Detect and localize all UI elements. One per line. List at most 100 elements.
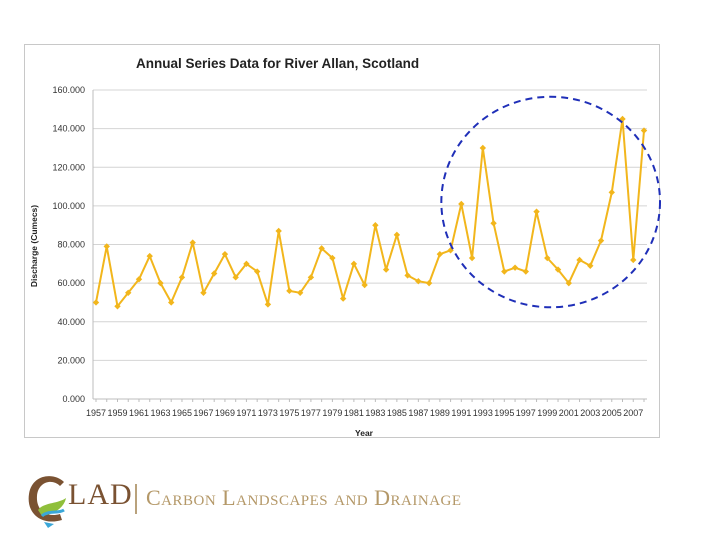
x-tick-label: 2003 <box>580 408 600 418</box>
y-tick-label: 160.000 <box>52 85 85 95</box>
x-tick-label: 1999 <box>537 408 557 418</box>
x-tick-label: 1997 <box>516 408 536 418</box>
data-point <box>210 270 218 277</box>
data-point <box>125 289 132 296</box>
clad-logo: LAD <box>24 470 134 530</box>
data-point <box>393 231 401 239</box>
x-tick-label: 1959 <box>107 408 127 418</box>
x-tick-label: 1957 <box>86 408 106 418</box>
x-axis-ticks: 1957 1959 1961 1963 1965 1967 1969 1971 1973 1975… <box>86 399 645 418</box>
data-point <box>382 266 390 273</box>
data-point <box>522 268 530 275</box>
highlight-ellipse <box>440 95 661 309</box>
data-point <box>511 264 519 271</box>
data-point <box>189 239 196 246</box>
x-tick-label: 1979 <box>322 408 342 418</box>
data-point <box>339 295 347 302</box>
y-tick-label: 100.000 <box>52 201 85 211</box>
logo-text: LAD <box>68 478 133 511</box>
footer-tagline: Carbon Landscapes and Drainage <box>146 485 462 510</box>
data-point <box>468 254 476 262</box>
data-point <box>275 227 282 235</box>
data-point <box>92 299 100 306</box>
clad-c-icon <box>28 476 66 528</box>
data-point <box>458 200 465 208</box>
x-tick-label: 1965 <box>172 408 192 418</box>
data-point <box>501 268 508 275</box>
data-point <box>296 289 304 296</box>
x-tick-label: 1971 <box>236 408 256 418</box>
data-point <box>103 243 110 250</box>
x-tick-label: 2001 <box>559 408 579 418</box>
y-tick-label: 60.000 <box>57 278 85 288</box>
x-tick-label: 1967 <box>193 408 213 418</box>
data-point <box>425 279 433 287</box>
data-point <box>178 274 186 281</box>
data-point <box>361 281 368 289</box>
y-tick-label: 120.000 <box>52 162 85 172</box>
data-point <box>221 250 229 258</box>
data-point <box>157 279 164 287</box>
y-tick-label: 0.000 <box>62 394 85 404</box>
data-point <box>146 252 153 260</box>
x-tick-label: 1987 <box>408 408 428 418</box>
y-tick-label: 40.000 <box>57 317 85 327</box>
data-point <box>200 289 207 296</box>
y-tick-label: 140.000 <box>52 124 85 134</box>
x-tick-label: 1991 <box>451 408 471 418</box>
data-point <box>307 274 315 281</box>
footer-branding: LAD Carbon Landscapes and Drainage <box>24 470 644 530</box>
x-tick-label: 1981 <box>344 408 364 418</box>
y-axis-label: Discharge (Cumecs) <box>29 205 39 287</box>
data-point <box>608 189 615 196</box>
chart-title: Annual Series Data for River Allan, Scot… <box>136 56 419 71</box>
data-point <box>253 268 261 275</box>
highlight-layer <box>440 95 661 309</box>
discharge-line-chart: Annual Series Data for River Allan, Scot… <box>29 56 661 438</box>
x-tick-label: 2007 <box>623 408 643 418</box>
x-tick-label: 1975 <box>279 408 299 418</box>
data-point <box>597 237 605 244</box>
data-point <box>135 276 143 283</box>
data-point <box>533 208 540 215</box>
data-point <box>264 301 272 308</box>
x-axis-label: Year <box>355 428 374 438</box>
data-point <box>436 250 444 258</box>
x-tick-label: 1993 <box>473 408 493 418</box>
data-point <box>554 266 562 273</box>
data-point <box>404 272 411 279</box>
data-point <box>372 221 379 229</box>
data-point <box>350 260 358 268</box>
data-point <box>565 279 572 287</box>
x-tick-label: 1963 <box>150 408 170 418</box>
y-axis-ticks: 0.000 20.000 40.000 60.000 80.000 100.000 120.… <box>52 85 85 404</box>
data-point <box>318 245 325 252</box>
x-tick-label: 1977 <box>301 408 321 418</box>
data-point <box>329 254 336 262</box>
data-point <box>619 115 626 123</box>
data-point <box>640 127 648 134</box>
series-layer <box>92 115 648 310</box>
data-point <box>490 220 497 227</box>
data-point <box>286 287 293 295</box>
footer-divider <box>135 484 137 514</box>
grid-lines <box>92 89 647 400</box>
data-point <box>479 144 487 152</box>
data-point <box>576 256 583 264</box>
x-tick-label: 1985 <box>387 408 407 418</box>
data-point <box>630 256 637 264</box>
x-tick-label: 2005 <box>602 408 622 418</box>
x-tick-label: 1989 <box>430 408 450 418</box>
data-point <box>544 254 551 262</box>
x-tick-label: 1961 <box>129 408 149 418</box>
x-tick-label: 1983 <box>365 408 385 418</box>
x-tick-label: 1969 <box>215 408 235 418</box>
data-point <box>243 260 250 268</box>
y-tick-label: 80.000 <box>57 240 85 250</box>
data-point <box>114 303 121 310</box>
chart-frame: Annual Series Data for River Allan, Scot… <box>24 44 661 438</box>
x-tick-label: 1973 <box>258 408 278 418</box>
series-line <box>95 118 645 308</box>
x-tick-label: 1995 <box>494 408 514 418</box>
data-point <box>587 262 594 269</box>
